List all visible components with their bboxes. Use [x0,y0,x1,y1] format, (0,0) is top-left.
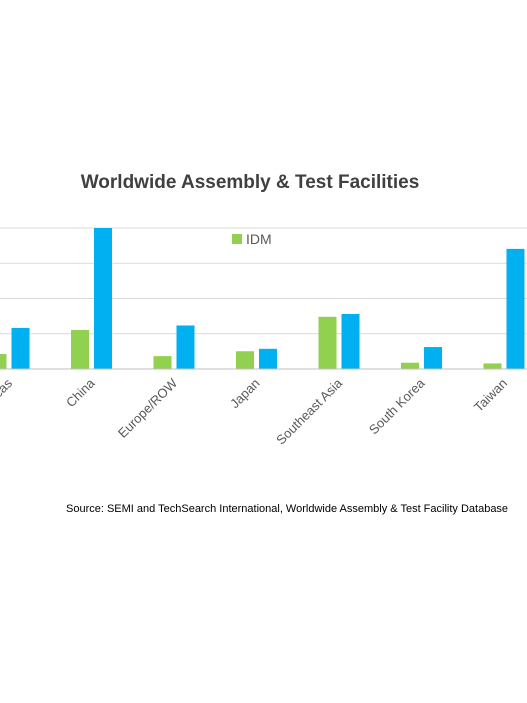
x-tick-label: Europe/ROW [115,375,181,441]
chart-title: Worldwide Assembly & Test Facilities [81,172,420,193]
bar-idm-taiwan [483,363,502,369]
bar-series-2-taiwan [506,248,525,369]
bar-idm-europe-row [153,356,172,369]
bars [0,228,525,369]
x-tick-label: Taiwan [471,376,510,415]
legend: IDM [232,231,272,247]
bar-series-2-south-korea [424,347,442,369]
bar-idm-south-korea [401,362,419,369]
bar-series-2-southeast-asia [341,313,360,369]
bar-idm-china [71,330,89,369]
gridlines [0,227,527,335]
x-tick-label: Southeast Asia [273,375,345,447]
bar-idm-americas [0,354,7,369]
bar-idm-southeast-asia [318,316,337,369]
bar-series-2-japan [259,348,277,369]
bar-series-2-europe-row [176,325,195,369]
x-tick-label: South Korea [366,375,428,437]
legend-label-idm: IDM [246,231,272,247]
x-axis: Americas China Europe/ROW Japan Southeast As… [0,368,527,447]
source-note: Source: SEMI and TechSearch Internationa… [66,503,509,515]
x-tick-label: Japan [227,376,263,412]
x-tick-label: Americas [0,375,15,424]
bar-series-2-americas [11,327,30,369]
bar-idm-japan [236,351,254,369]
legend-swatch-idm [232,234,242,244]
x-tick-label: China [63,375,98,410]
bar-series-2-china [94,228,112,369]
